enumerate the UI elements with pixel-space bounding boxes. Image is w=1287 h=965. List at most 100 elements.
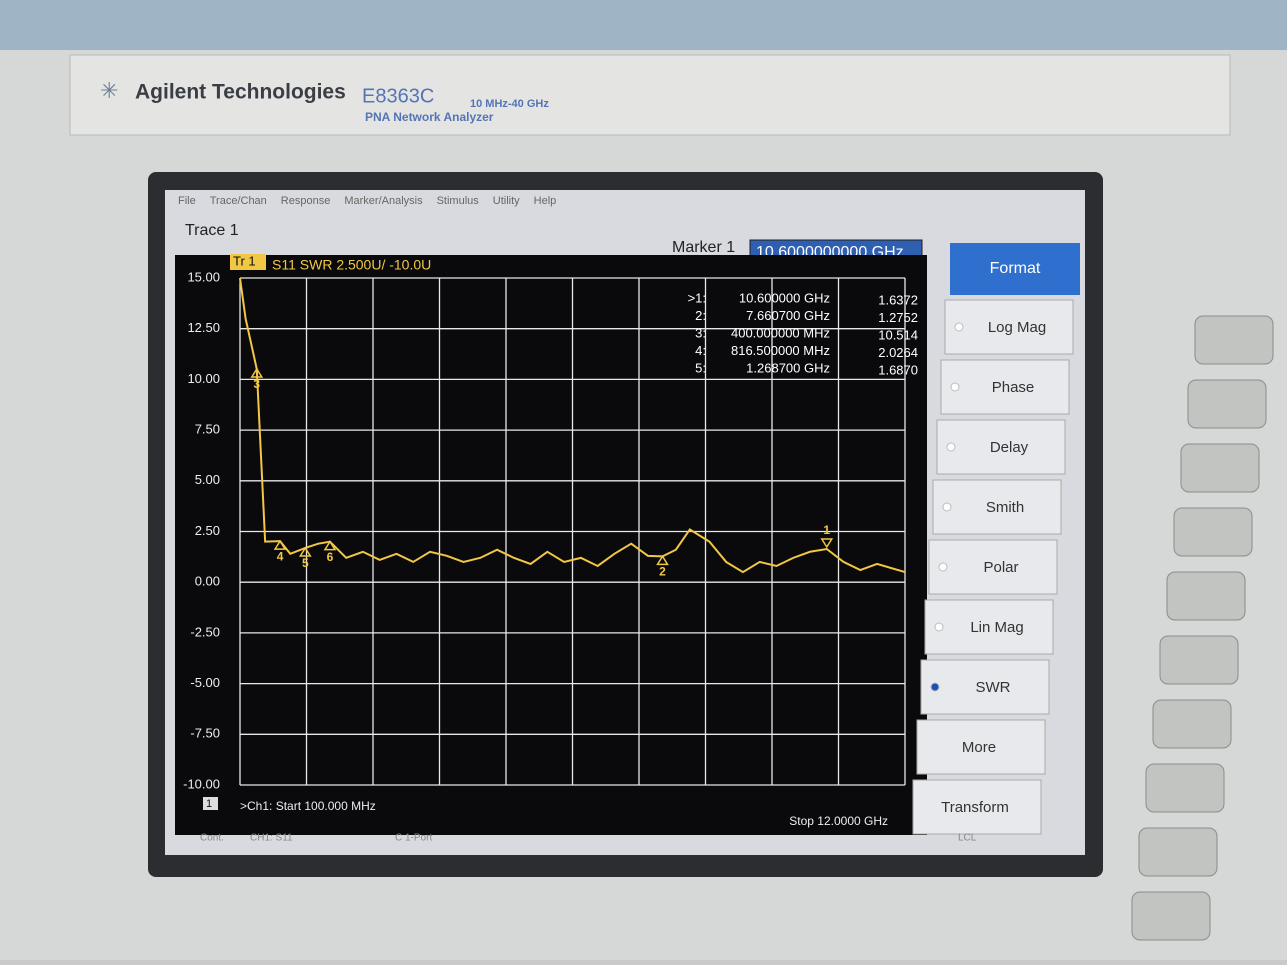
range: 10 MHz-40 GHz	[470, 98, 549, 110]
softkey[interactable]	[924, 599, 1054, 655]
marker	[820, 538, 834, 549]
marker-value: 1.2752	[878, 310, 918, 325]
marker-label: 2	[659, 565, 666, 579]
trace-tag-box	[230, 254, 266, 270]
y-tick-label: 12.50	[187, 320, 220, 335]
softkey-label: More	[962, 739, 996, 756]
hardware-key[interactable]	[1173, 507, 1253, 557]
softkey-radio	[938, 562, 948, 572]
y-tick-label: 0.00	[195, 574, 220, 589]
softkey-radio	[954, 322, 964, 332]
menu-item[interactable]: Marker/Analysis	[344, 195, 423, 207]
y-tick-label: 2.50	[195, 523, 220, 538]
hardware-key[interactable]	[1145, 763, 1225, 813]
marker-id: 4:	[695, 343, 706, 358]
status-item: C 1-Port	[395, 833, 432, 844]
marker-label: 4	[277, 549, 284, 563]
menu-item[interactable]: Trace/Chan	[210, 195, 267, 207]
hardware-key[interactable]	[1138, 827, 1218, 877]
marker	[298, 546, 312, 557]
marker-value: 1.6870	[878, 362, 918, 377]
trace	[239, 277, 906, 574]
softkey[interactable]	[932, 479, 1062, 535]
marker-value: 1.6372	[878, 292, 918, 307]
menu-item[interactable]: Help	[534, 195, 557, 207]
plot-area	[175, 255, 927, 835]
softkey-label: Phase	[992, 379, 1035, 396]
softkey[interactable]	[940, 359, 1070, 415]
softkey[interactable]	[944, 299, 1074, 355]
menu-item[interactable]: File	[178, 195, 196, 207]
menu-item[interactable]: Stimulus	[437, 195, 480, 207]
marker-stimulus: 1.268700 GHz	[746, 360, 830, 375]
status-item: CH1: S11	[250, 833, 293, 844]
y-tick-label: -5.00	[190, 675, 220, 690]
status-bar: Cont. CH1: S11 C 1-Port LCL	[200, 833, 977, 844]
softkey-label: Transform	[941, 799, 1009, 816]
marker	[273, 539, 287, 550]
softkey-label: Lin Mag	[970, 619, 1023, 636]
y-tick-label: -2.50	[190, 624, 220, 639]
channel-box	[203, 797, 218, 810]
marker-entry-label: Marker 1	[672, 239, 735, 256]
marker-value: 2.0264	[878, 345, 918, 360]
softkey[interactable]	[916, 719, 1046, 775]
softkey[interactable]	[920, 659, 1050, 715]
status-item: Cont.	[200, 833, 224, 844]
start-label: >Ch1: Start 100.000 MHz	[240, 799, 376, 813]
background	[0, 0, 1287, 50]
status-item: LCL	[958, 833, 977, 844]
brand: Agilent Technologies	[135, 81, 346, 104]
product: PNA Network Analyzer	[365, 110, 494, 124]
marker-id: 2:	[695, 308, 706, 323]
softkeys: Format Log Mag Phase Delay Smith Polar Lin Mag…	[912, 243, 1080, 835]
hardware-key[interactable]	[1180, 443, 1260, 493]
window-title: Trace 1	[185, 222, 239, 239]
marker-id: 5:	[695, 360, 706, 375]
y-tick-label: 10.00	[187, 371, 220, 386]
stop-label: Stop 12.0000 GHz	[789, 814, 888, 828]
marker-id: >1:	[688, 290, 706, 305]
softkey-radio	[930, 682, 940, 692]
hardware-key[interactable]	[1194, 315, 1274, 365]
trace-title: S11 SWR 2.500U/ -10.0U	[272, 257, 431, 273]
softkey-radio	[950, 382, 960, 392]
hardware-key[interactable]	[1187, 379, 1267, 429]
menu-item[interactable]: Utility	[493, 195, 520, 207]
softkey-label: Smith	[986, 499, 1024, 516]
marker-label: 5	[302, 556, 309, 570]
y-tick-label: 5.00	[195, 472, 220, 487]
y-tick-label: 7.50	[195, 422, 220, 437]
menu-item[interactable]: Response	[281, 195, 331, 207]
marker	[323, 540, 337, 551]
marker-stimulus: 10.600000 GHz	[739, 290, 830, 305]
marker-id: 3:	[695, 325, 706, 340]
softkey[interactable]	[936, 419, 1066, 475]
marker-stimulus: 400.000000 MHz	[731, 325, 830, 340]
marker	[250, 367, 264, 378]
hardware-key[interactable]	[1166, 571, 1246, 621]
trace-tag: Tr 1	[233, 253, 256, 268]
softkey-radio	[946, 442, 956, 452]
marker-value: 10.514	[878, 327, 918, 342]
menu-bar: File Trace/Chan Response Marker/Analysis Sti…	[178, 195, 556, 207]
softkey-label: Delay	[990, 439, 1029, 456]
softkey-header: Format	[990, 260, 1041, 277]
model: E8363C	[362, 85, 434, 107]
softkey-radio	[934, 622, 944, 632]
marker-label: 3	[253, 377, 260, 391]
marker-stimulus: 816.500000 MHz	[731, 343, 830, 358]
softkey-header-box[interactable]	[950, 243, 1080, 295]
hardware-key[interactable]	[1159, 635, 1239, 685]
softkey-radio	[942, 502, 952, 512]
softkey[interactable]	[912, 779, 1042, 835]
hardware-key[interactable]	[1131, 891, 1211, 941]
softkey-label: SWR	[976, 679, 1011, 696]
hardware-key[interactable]	[1152, 699, 1232, 749]
softkey[interactable]	[928, 539, 1058, 595]
channel: 1	[206, 798, 212, 810]
hardware-keys	[1131, 315, 1274, 941]
logo: ✳	[100, 78, 118, 103]
